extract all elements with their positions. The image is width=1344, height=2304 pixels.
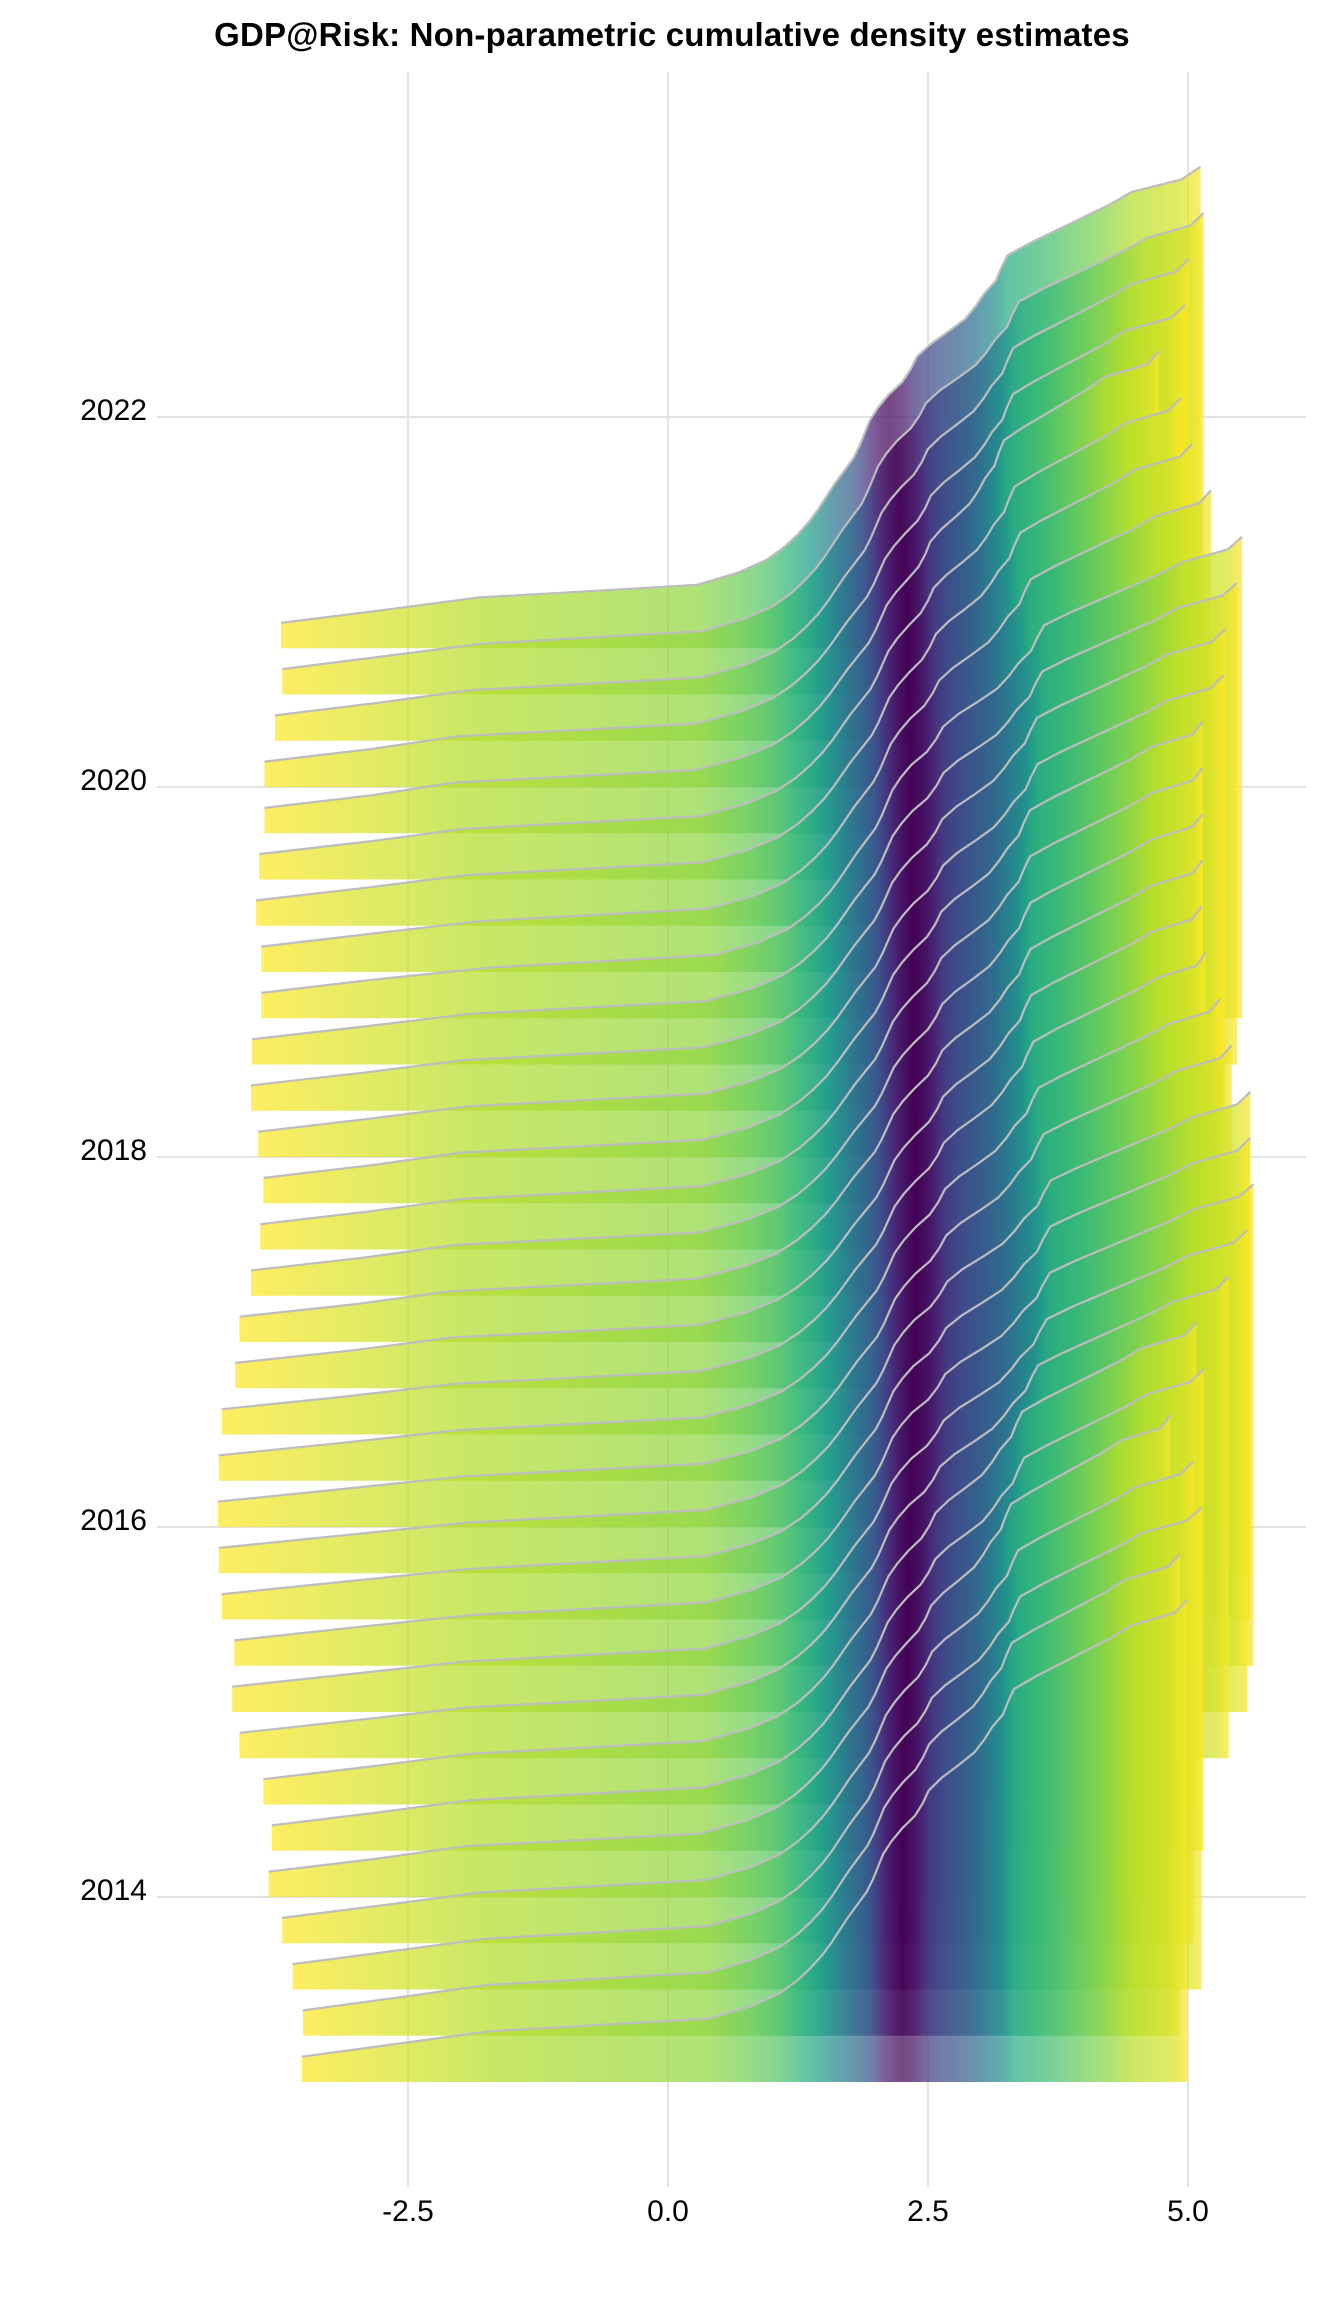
cdf-line (302, 1553, 1181, 2012)
cdf-line (261, 535, 1243, 994)
cdf-line (259, 397, 1182, 856)
y-tick-label: 2014 (80, 1874, 147, 1907)
cdf-line (261, 489, 1212, 948)
x-tick-label: -2.5 (382, 2195, 434, 2228)
cdf-line (250, 628, 1227, 1087)
cdf-line (235, 905, 1203, 1364)
y-axis-labels: 2014 2016 2018 2020 2022 (80, 394, 147, 1907)
ridge-2013 (301, 1599, 1188, 2082)
cdf-line (292, 1506, 1203, 1966)
chart-title: GDP@Risk: Non-parametric cumulative dens… (214, 16, 1130, 53)
ridges (217, 165, 1255, 2082)
y-tick-label: 2020 (80, 764, 147, 797)
cdf-line (251, 582, 1238, 1041)
cdf-line (218, 1090, 1252, 1549)
cdf-line (280, 165, 1202, 624)
cdf-line (221, 952, 1207, 1411)
cdf-line (264, 304, 1186, 763)
x-tick-label: 5.0 (1167, 2195, 1209, 2228)
cdf-line (263, 1322, 1198, 1781)
cdf-line (264, 350, 1160, 809)
cdf-line (221, 1137, 1252, 1596)
y-tick-label: 2016 (80, 1504, 147, 1537)
cdf-line (218, 998, 1222, 1457)
cdf-line (239, 859, 1204, 1318)
cdf-line (301, 1599, 1188, 2058)
cdf-line (260, 767, 1204, 1226)
cdf-line (234, 1183, 1255, 1642)
cdf-line (239, 1275, 1230, 1734)
cdf-line (258, 674, 1225, 1133)
x-tick-label: 2.5 (907, 2195, 949, 2228)
cdf-line (232, 1229, 1249, 1688)
cdf-line (282, 1460, 1194, 1919)
cdf-line (282, 212, 1205, 671)
cdf-line (256, 443, 1193, 902)
y-tick-label: 2018 (80, 1134, 147, 1167)
cdf-line (271, 1368, 1205, 1827)
x-tick-label: 0.0 (647, 2195, 689, 2228)
cdf-line (217, 1044, 1233, 1503)
y-tick-label: 2022 (80, 394, 147, 427)
cdf-line (268, 1414, 1172, 1873)
cdf-line (274, 258, 1190, 717)
x-axis-labels: -2.5 0.0 2.5 5.0 (382, 2195, 1209, 2228)
cdf-line (250, 813, 1204, 1272)
cdf-line (263, 720, 1204, 1179)
